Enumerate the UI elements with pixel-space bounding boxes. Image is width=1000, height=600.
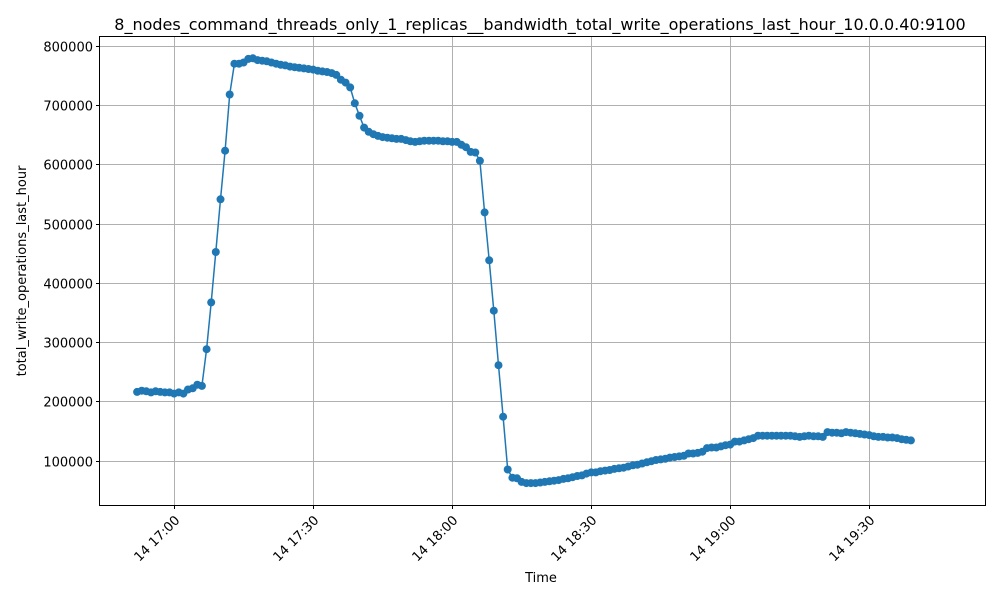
series-line: [136, 57, 911, 484]
x-tick-label: 14 19:00: [688, 513, 740, 565]
chart-title: 8_nodes_command_threads_only_1_replicas_…: [114, 15, 965, 35]
x-tick-label: 14 17:30: [271, 513, 323, 565]
y-axis-title: total_write_operations_last_hour: [15, 165, 30, 376]
x-axis-ticks: 14 17:00 14 17:30 14 18:00 14 18:30 14 19:00…: [132, 505, 879, 565]
data-point: [346, 83, 355, 92]
data-point: [216, 195, 225, 204]
data-point: [355, 111, 364, 120]
data-point: [489, 306, 498, 315]
y-tick-label: 500000: [43, 219, 93, 234]
x-tick-label: 14 17:00: [132, 513, 184, 565]
series-layer: [133, 54, 915, 488]
data-point: [221, 146, 230, 155]
grid-lines: [100, 37, 985, 505]
y-tick-label: 600000: [43, 159, 93, 174]
data-point: [197, 381, 206, 390]
x-tick-label: 14 19:30: [827, 513, 879, 565]
y-tick-label: 400000: [43, 278, 93, 293]
x-tick-label: 14 18:30: [549, 513, 601, 565]
y-tick-label: 700000: [43, 100, 93, 115]
data-point: [480, 208, 489, 217]
y-tick-label: 300000: [43, 337, 93, 352]
data-point: [485, 256, 494, 265]
plot-frame: [99, 36, 986, 506]
data-point: [350, 99, 359, 108]
data-point: [499, 412, 508, 421]
y-tick-label: 800000: [43, 41, 93, 56]
data-point: [202, 345, 211, 354]
x-tick-label: 14 18:00: [410, 513, 462, 565]
data-point: [207, 298, 216, 307]
data-point: [494, 361, 503, 370]
data-point: [475, 156, 484, 165]
data-point: [225, 90, 234, 99]
data-point: [503, 465, 512, 474]
y-tick-label: 100000: [43, 456, 93, 471]
x-axis-title: Time: [524, 571, 557, 586]
data-point: [471, 148, 480, 157]
data-point: [211, 248, 220, 256]
y-tick-label: 200000: [43, 396, 93, 411]
data-point: [906, 436, 915, 445]
y-axis-ticks: 100000 200000 300000 400000 500000 600000 7000…: [43, 41, 100, 471]
